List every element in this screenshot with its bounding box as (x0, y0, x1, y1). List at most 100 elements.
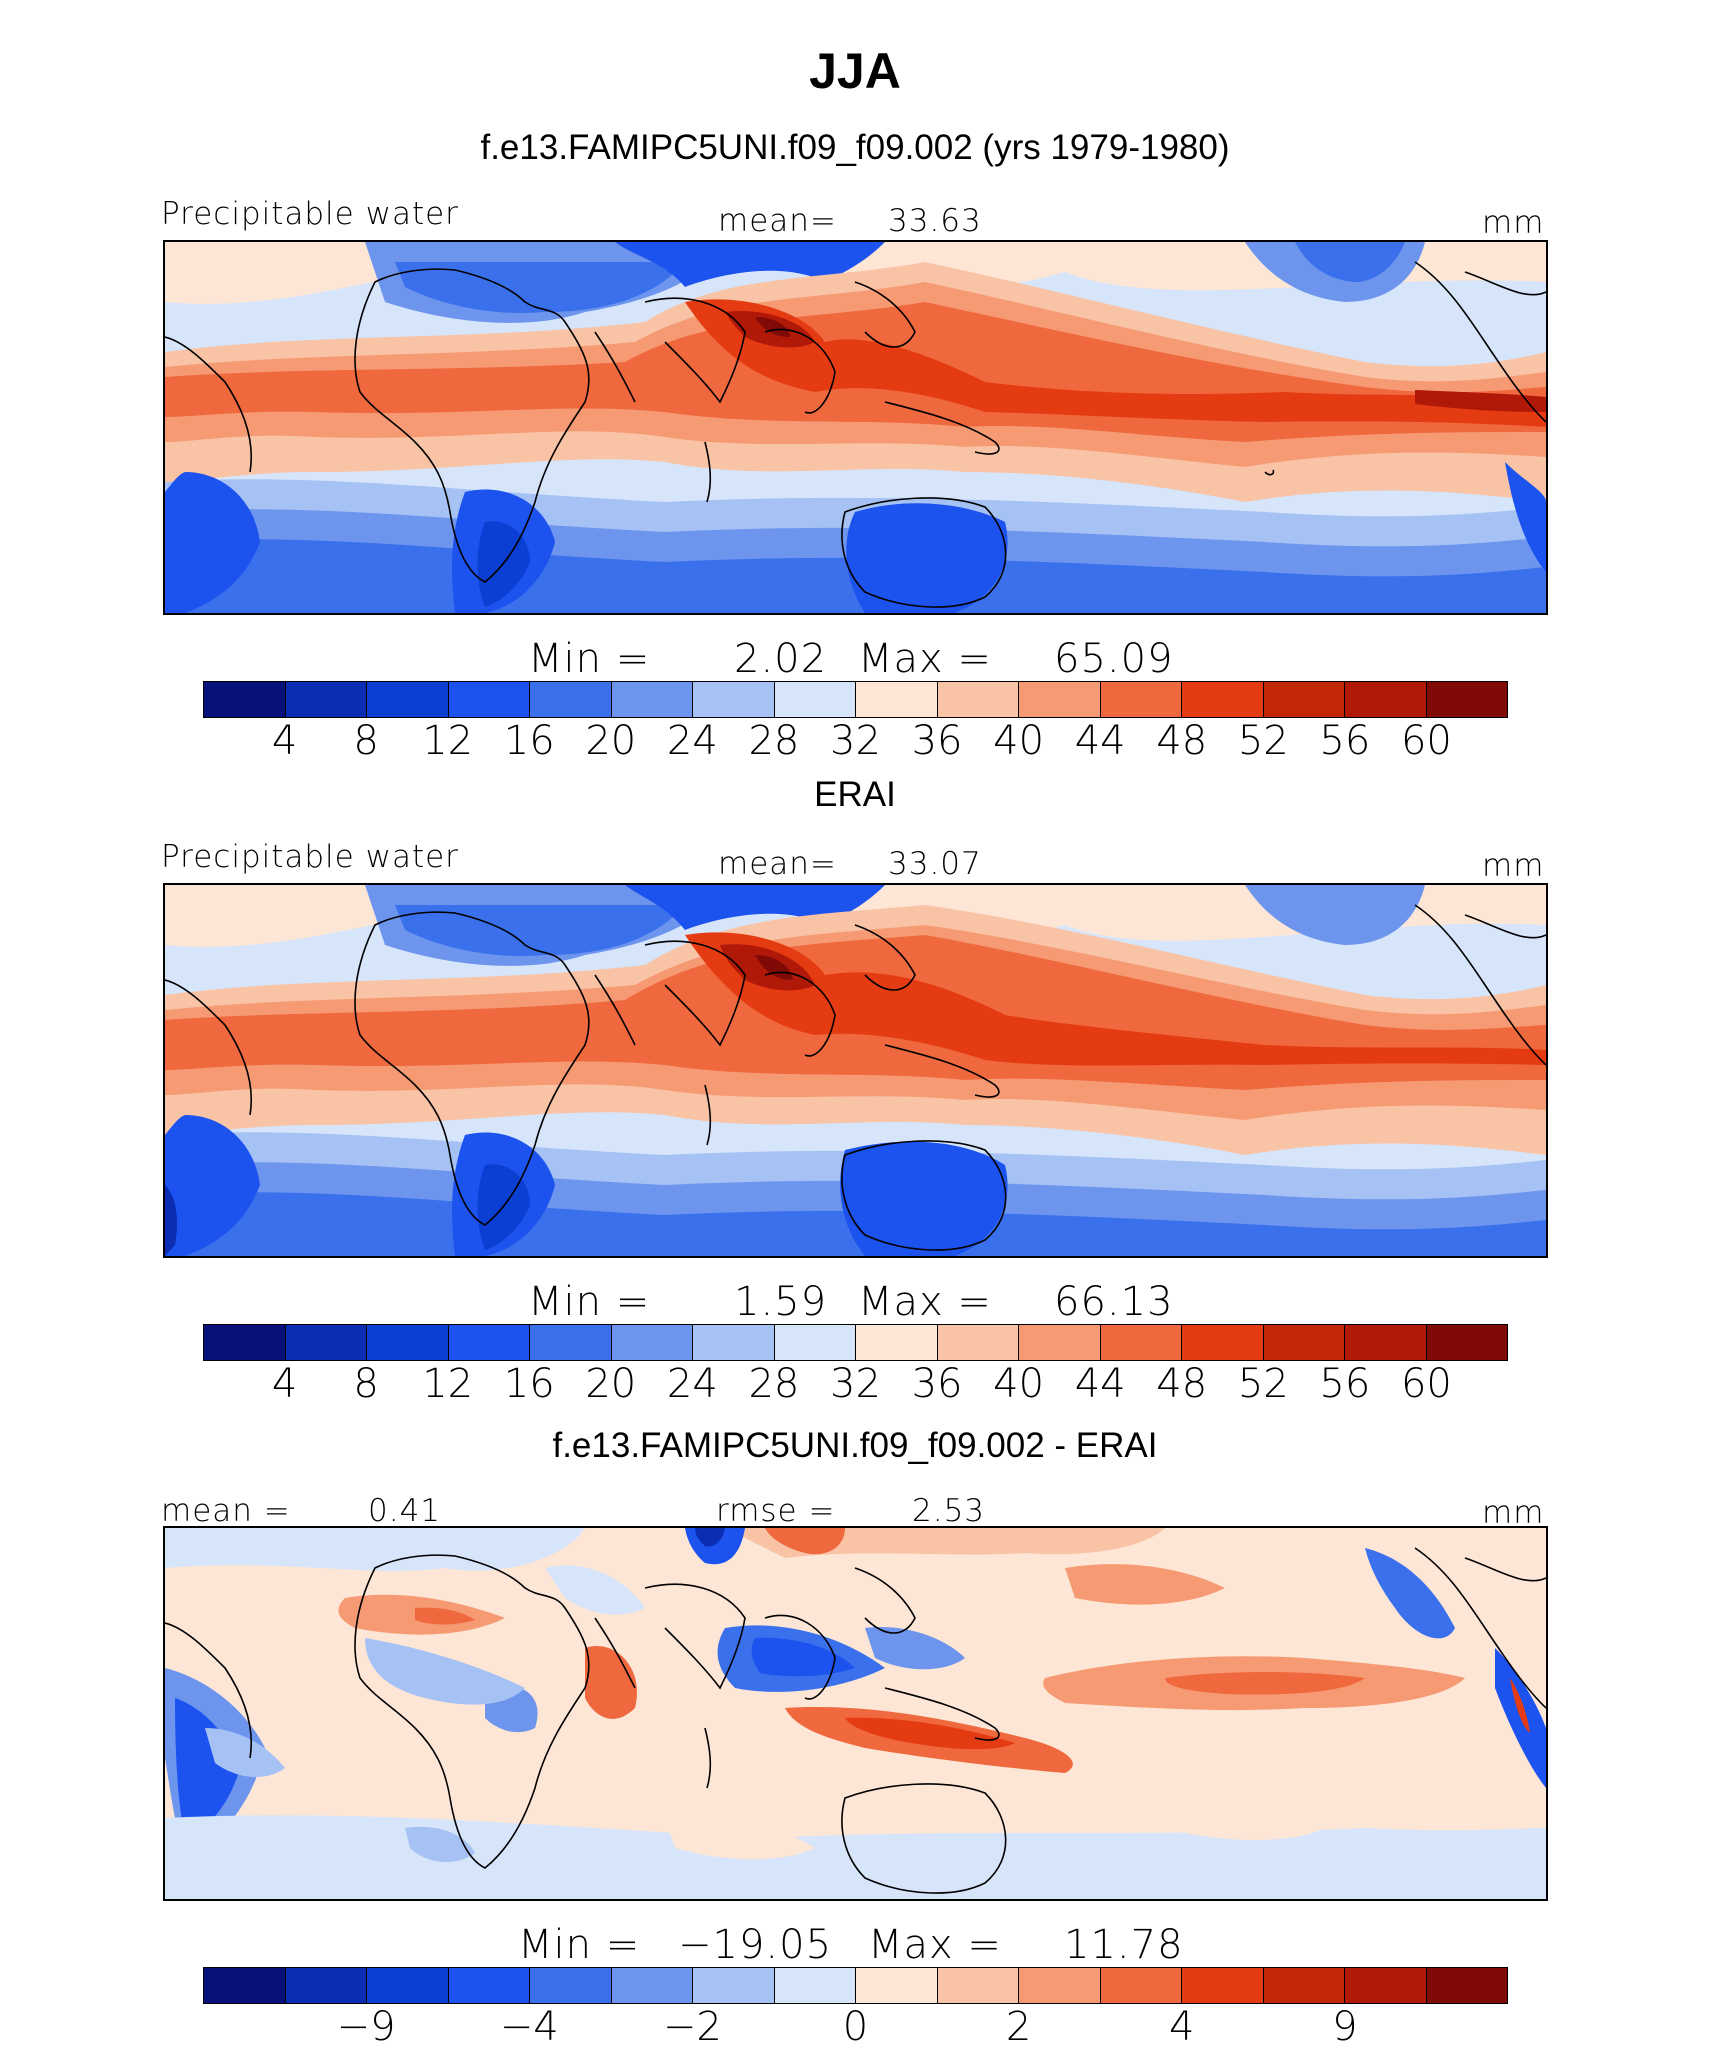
colorbar-swatch (448, 1325, 530, 1360)
colorbar-tick-label: 20 (585, 718, 637, 764)
colorbar-swatch (856, 1968, 938, 2003)
colorbar-tick-label: 4 (271, 718, 298, 764)
colorbar-tick-label: 48 (1156, 718, 1208, 764)
colorbar-swatch (611, 1968, 693, 2003)
colorbar-swatch (1100, 682, 1182, 717)
colorbar-tick-label: 40 (993, 1361, 1045, 1407)
colorbar-swatch (774, 1325, 856, 1360)
colorbar-swatch (204, 682, 286, 717)
colorbar-swatch (693, 1968, 775, 2003)
colorbar-swatch (1182, 1325, 1264, 1360)
colorbar-swatch (693, 682, 775, 717)
panel-3-mean-value: 0.41 (368, 1493, 442, 1529)
panel-3-rmse-label: rmse = (716, 1493, 836, 1529)
colorbar-swatch (693, 1325, 775, 1360)
panel-3-max-label: Max = (868, 1922, 1002, 1968)
colorbar-swatch (937, 1325, 1019, 1360)
colorbar-tick-label: 2 (1005, 2004, 1032, 2050)
colorbar-swatch (937, 1968, 1019, 2003)
colorbar-swatch (530, 682, 612, 717)
panel-1-field (165, 242, 1546, 613)
colorbar-swatch (1345, 1325, 1427, 1360)
colorbar-swatch (1263, 1325, 1345, 1360)
panel-2-mean-value: 33.07 (888, 846, 982, 882)
colorbar-tick-label: 40 (993, 718, 1045, 764)
panel-1-map (163, 240, 1548, 615)
panel-2-max-label: Max = (858, 1279, 992, 1325)
panel-3-unit: mm (1482, 1495, 1545, 1531)
colorbar-swatch (1345, 682, 1427, 717)
colorbar-swatch (530, 1325, 612, 1360)
colorbar-swatch (367, 1968, 449, 2003)
panel-1-min-label: Min = (528, 636, 651, 682)
colorbar-swatch (530, 1968, 612, 2003)
panel-1-min-value: 2.02 (734, 636, 828, 682)
colorbar-tick-label: 36 (911, 718, 963, 764)
panel-2-variable: Precipitable water (161, 839, 459, 875)
colorbar-swatch (1019, 1325, 1101, 1360)
colorbar-swatch (1426, 1325, 1507, 1360)
panel-1-mean-label: mean= (718, 203, 837, 239)
colorbar-swatch (1100, 1325, 1182, 1360)
panel-3-max-value: 11.78 (1064, 1922, 1184, 1968)
colorbar-tick-label: 8 (353, 1361, 379, 1407)
panel-1-mean-value: 33.63 (888, 203, 982, 239)
colorbar-tick-label: 24 (666, 718, 718, 764)
panel-3-map (163, 1526, 1548, 1901)
colorbar-swatch (774, 1968, 856, 2003)
panel-1-max-label: Max = (858, 636, 992, 682)
panel-2-max-value: 66.13 (1054, 1279, 1174, 1325)
panel-3-min-label: Min = (518, 1922, 641, 1968)
panel-2-field (165, 885, 1546, 1256)
panel-2-min-value: 1.59 (734, 1279, 828, 1325)
colorbar-tick-label: 48 (1156, 1361, 1208, 1407)
colorbar-swatch (204, 1325, 286, 1360)
colorbar-swatch (367, 682, 449, 717)
colorbar-swatch (1019, 682, 1101, 717)
panel-2-map (163, 883, 1548, 1258)
colorbar-tick-label: 8 (353, 718, 379, 764)
colorbar-tick-label: 12 (422, 1361, 474, 1407)
colorbar-tick-label: 28 (748, 718, 800, 764)
colorbar-swatch (1263, 1968, 1345, 2003)
colorbar-tick-label: 16 (503, 718, 555, 764)
colorbar-swatch (448, 682, 530, 717)
colorbar-swatch (1019, 1968, 1101, 2003)
colorbar-swatch (611, 1325, 693, 1360)
colorbar-swatch (285, 1968, 367, 2003)
colorbar-swatch (856, 1325, 938, 1360)
panel-3-rmse-value: 2.53 (912, 1493, 986, 1529)
colorbar-tick-label: 4 (1169, 2004, 1195, 2050)
panel-2-min-label: Min = (528, 1279, 651, 1325)
panel-2-colorbar (203, 1324, 1508, 1361)
colorbar-tick-label: 32 (830, 1361, 881, 1407)
panel-2-unit: mm (1482, 848, 1545, 884)
colorbar-tick-label: 0 (842, 2004, 869, 2050)
colorbar-tick-label: 12 (422, 718, 474, 764)
colorbar-swatch (1182, 1968, 1264, 2003)
panel-3-mean-label: mean = (161, 1493, 291, 1529)
main-title: JJA (809, 43, 901, 99)
colorbar-tick-label: 36 (911, 1361, 963, 1407)
panel-1-title: f.e13.FAMIPC5UNI.f09_f09.002 (yrs 1979-1… (480, 128, 1230, 167)
colorbar-swatch (1426, 1968, 1507, 2003)
colorbar-tick-label: 52 (1237, 1361, 1289, 1407)
colorbar-tick-label: 24 (666, 1361, 718, 1407)
panel-2-title: ERAI (814, 775, 896, 814)
panel-1-unit: mm (1482, 205, 1545, 241)
colorbar-tick-label: 56 (1319, 1361, 1371, 1407)
colorbar-tick-label: −2 (662, 2004, 722, 2050)
colorbar-swatch (1426, 682, 1507, 717)
colorbar-swatch (1345, 1968, 1427, 2003)
colorbar-tick-label: −9 (336, 2004, 396, 2050)
colorbar-swatch (285, 1325, 367, 1360)
colorbar-tick-label: 60 (1400, 1361, 1452, 1407)
panel-3-title: f.e13.FAMIPC5UNI.f09_f09.002 - ERAI (552, 1426, 1158, 1465)
panel-1-variable: Precipitable water (161, 196, 459, 232)
colorbar-tick-label: 28 (748, 1361, 800, 1407)
colorbar-swatch (367, 1325, 449, 1360)
panel-1-max-value: 65.09 (1054, 636, 1174, 682)
colorbar-tick-label: 16 (503, 1361, 555, 1407)
colorbar-swatch (285, 682, 367, 717)
panel-1-colorbar (203, 681, 1508, 718)
